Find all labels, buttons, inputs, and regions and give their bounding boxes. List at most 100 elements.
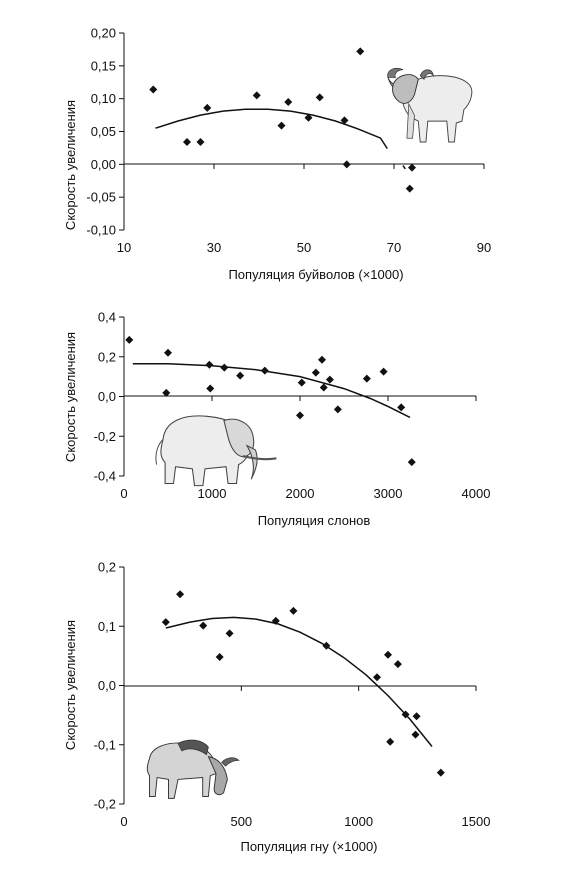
chart-buffalo-data-point (183, 138, 191, 147)
chart-elephant-y-tick-label: -0,4 (94, 469, 116, 484)
chart-elephant-data-point (125, 335, 134, 344)
chart-wildebeest-data-point (199, 621, 208, 630)
chart-wildebeest-data-point (436, 768, 445, 777)
chart-wildebeest-data-point (384, 650, 392, 659)
chart-elephant-y-tick-label: 0,0 (98, 389, 116, 404)
chart-elephant-data-point (319, 383, 328, 392)
chart-buffalo-data-point (284, 97, 293, 106)
chart-buffalo-data-point (315, 93, 324, 102)
chart-wildebeest-data-point (412, 712, 421, 721)
chart-elephant-data-point (379, 367, 388, 376)
chart-wildebeest-x-tick-label: 1000 (344, 814, 373, 829)
chart-buffalo-data-point (340, 116, 349, 125)
chart-wildebeest-y-tick-label: 0,0 (98, 678, 116, 693)
chart-wildebeest-data-point (176, 590, 185, 599)
chart-buffalo-x-tick-label: 70 (387, 240, 401, 255)
chart-wildebeest-y-tick-label: 0,1 (98, 619, 116, 634)
chart-wildebeest-y-tick-label: -0,1 (94, 737, 116, 752)
chart-elephant-data-point (397, 403, 406, 412)
chart-elephant-x-tick-label: 3000 (374, 486, 403, 501)
chart-elephant-data-point (296, 411, 304, 420)
chart-wildebeest-x-tick-label: 1500 (462, 814, 491, 829)
chart-buffalo-y-tick-label: -0,10 (86, 223, 116, 238)
chart-buffalo-data-point (304, 113, 313, 122)
chart-wildebeest: 0,2 0,1 0,0 -0,1 -0,2 0 500 1000 1500 Скорость у… (63, 560, 490, 855)
chart-wildebeest-y-tick-label: -0,2 (94, 797, 116, 812)
chart-wildebeest-x-tick-label: 500 (230, 814, 252, 829)
chart-buffalo-x-tick-label: 50 (297, 240, 311, 255)
chart-buffalo-data-point (405, 184, 414, 193)
chart-elephant-data-point (325, 375, 334, 384)
chart-buffalo-data-point (342, 160, 351, 169)
chart-wildebeest-data-point (215, 653, 224, 662)
chart-wildebeest-data-point (373, 673, 381, 682)
chart-elephant-data-point (236, 371, 245, 380)
chart-wildebeest-data-point (225, 629, 234, 638)
chart-elephant-data-point (407, 458, 416, 467)
chart-wildebeest-data-point (393, 660, 402, 669)
chart-elephant-y-tick-label: 0,2 (98, 349, 116, 364)
chart-wildebeest-data-point (401, 710, 410, 719)
chart-buffalo-y-tick-label: 0,00 (91, 157, 116, 172)
chart-elephant-x-tick-label: 2000 (286, 486, 315, 501)
chart-wildebeest-plot: 0,2 0,1 0,0 -0,1 -0,2 0 500 1000 1500 (94, 560, 491, 830)
chart-buffalo-data-point (356, 47, 365, 56)
chart-wildebeest-y-tick-label: 0,2 (98, 560, 116, 575)
chart-buffalo-x-tick-label: 30 (207, 240, 221, 255)
elephant-illustration (154, 414, 278, 487)
chart-elephant-data-point (206, 384, 215, 393)
chart-buffalo-y-tick-label: 0,20 (91, 26, 116, 41)
chart-elephant-data-point (205, 360, 214, 369)
chart-elephant-data-point (311, 368, 320, 377)
chart-elephant-x-tick-label: 4000 (462, 486, 491, 501)
chart-buffalo-y-tick-label: -0,05 (86, 190, 116, 205)
chart-elephant-data-point (162, 388, 171, 397)
chart-buffalo-y-tick-label: 0,05 (91, 124, 116, 139)
chart-elephant-data-point (362, 374, 371, 383)
chart-wildebeest-ylabel: Скорость увеличения (63, 620, 78, 750)
chart-elephant-ylabel: Скорость увеличения (63, 332, 78, 462)
chart-buffalo-data-point (277, 121, 286, 130)
wildebeest-illustration (146, 739, 240, 799)
chart-buffalo-y-tick-label: 0,10 (91, 91, 116, 106)
chart-buffalo-x-tick-label: 10 (117, 240, 131, 255)
chart-elephant-fit-curve (132, 362, 411, 419)
chart-elephant-data-point (297, 378, 306, 387)
chart-buffalo-data-point (252, 91, 261, 100)
chart-elephant-plot: 0,4 0,2 0,0 -0,2 -0,4 0 1000 2000 3000 4000 (94, 310, 491, 502)
chart-buffalo-fit-curve (155, 108, 388, 150)
chart-elephant-x-tick-label: 0 (120, 486, 127, 501)
chart-buffalo-data-point (196, 138, 205, 147)
chart-wildebeest-data-point (411, 730, 420, 739)
chart-wildebeest-data-point (161, 618, 170, 627)
chart-wildebeest-data-point (386, 737, 395, 746)
chart-wildebeest-data-point (271, 616, 280, 625)
chart-wildebeest-data-point (322, 641, 331, 650)
chart-buffalo-x-tick-label: 90 (477, 240, 491, 255)
chart-elephant-data-point (260, 366, 269, 375)
chart-elephant-y-tick-label: 0,4 (98, 310, 116, 325)
chart-elephant-data-point (333, 405, 342, 414)
chart-buffalo-ylabel: Скорость увеличения (63, 100, 78, 230)
chart-buffalo-fit-curve-tail (402, 165, 406, 170)
chart-elephant-data-point (164, 348, 172, 357)
chart-buffalo-data-point (408, 163, 416, 172)
chart-buffalo-y-tick-label: 0,15 (91, 58, 116, 73)
chart-elephant-data-point (318, 355, 326, 364)
chart-elephant-y-tick-label: -0,2 (94, 429, 116, 444)
chart-wildebeest-x-tick-label: 0 (120, 814, 127, 829)
chart-wildebeest-data-point (289, 606, 298, 615)
chart-wildebeest-fit-curve (165, 616, 433, 747)
chart-elephant-x-tick-label: 1000 (198, 486, 227, 501)
chart-buffalo-data-point (203, 103, 212, 112)
chart-buffalo-xlabel: Популяция буйволов (×1000) (228, 267, 403, 282)
chart-elephant: 0,4 0,2 0,0 -0,2 -0,4 0 1000 2000 3000 4000 Скоро… (63, 310, 490, 529)
chart-wildebeest-xlabel: Популяция гну (×1000) (240, 839, 377, 854)
chart-elephant-data-point (220, 363, 229, 372)
buffalo-illustration (387, 67, 473, 143)
chart-elephant-xlabel: Популяция слонов (258, 513, 371, 528)
chart-buffalo-data-point (149, 85, 158, 94)
